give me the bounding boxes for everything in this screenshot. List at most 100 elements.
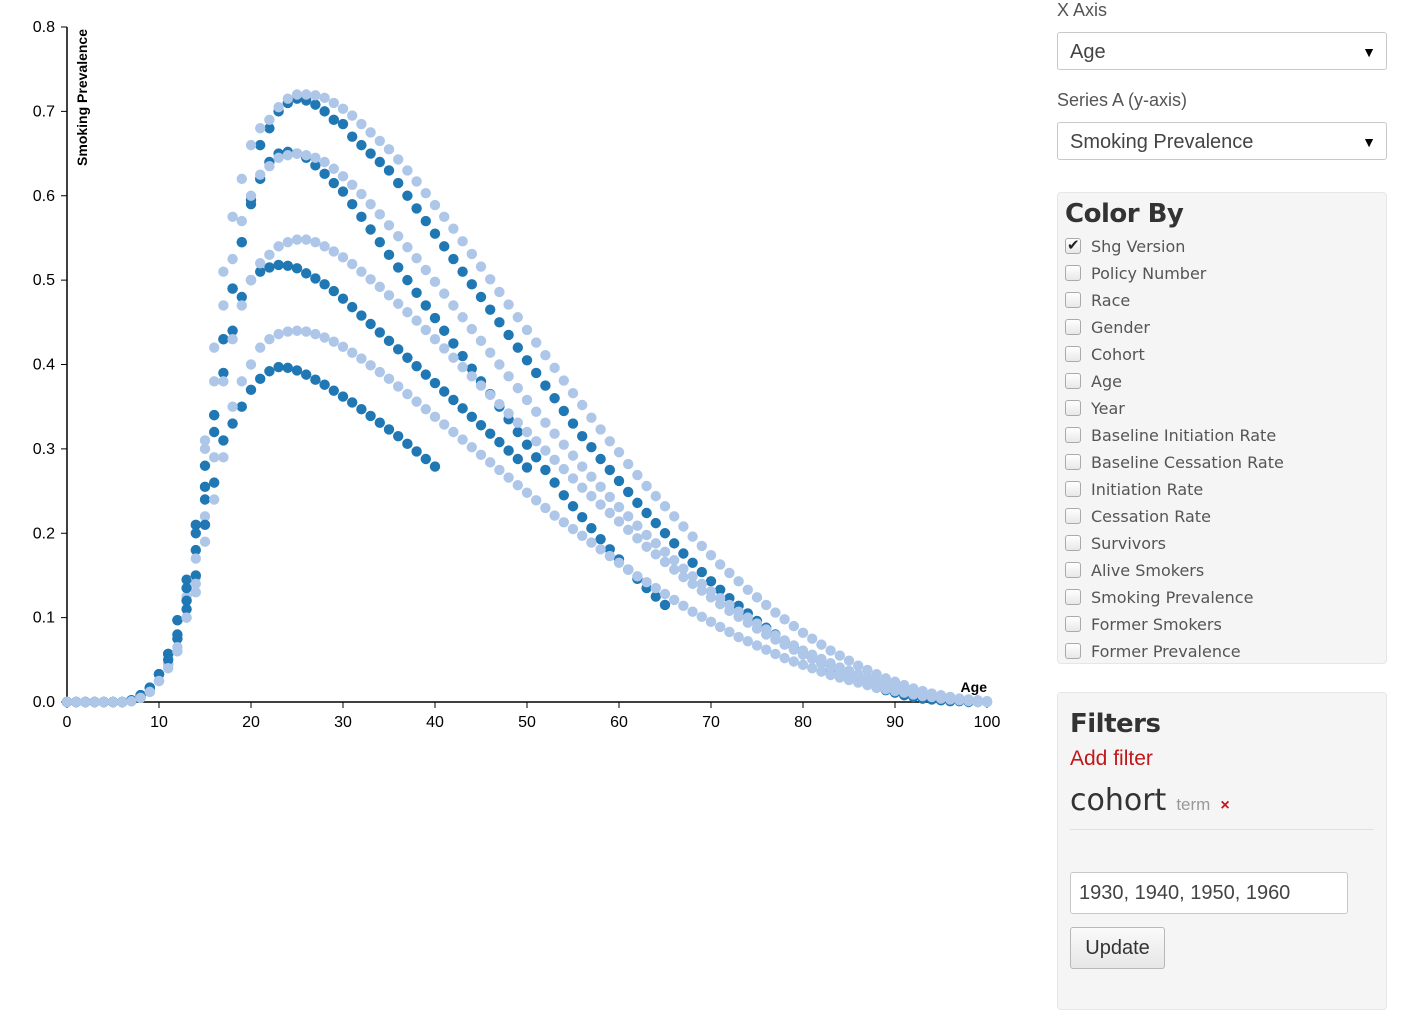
checkbox[interactable] bbox=[1065, 589, 1081, 605]
color-by-option[interactable]: Age bbox=[1065, 370, 1122, 392]
data-point bbox=[328, 285, 339, 297]
x-tick-label: 10 bbox=[150, 714, 168, 731]
data-point bbox=[595, 533, 606, 545]
data-point bbox=[411, 287, 422, 298]
color-by-option[interactable]: Year bbox=[1065, 397, 1125, 419]
data-point bbox=[687, 531, 698, 542]
data-point bbox=[273, 259, 284, 271]
checkbox[interactable] bbox=[1065, 535, 1081, 551]
data-point bbox=[301, 369, 312, 380]
data-point bbox=[245, 190, 257, 201]
data-point bbox=[365, 224, 376, 235]
y-tick-label: 0.3 bbox=[33, 441, 55, 458]
data-point bbox=[733, 576, 744, 587]
data-point bbox=[402, 388, 413, 400]
data-point bbox=[770, 634, 781, 645]
color-by-option[interactable]: Gender bbox=[1065, 316, 1150, 338]
color-by-option[interactable]: Race bbox=[1065, 289, 1130, 311]
data-point bbox=[310, 273, 321, 284]
chevron-down-icon: ▼ bbox=[1362, 134, 1376, 150]
data-point bbox=[889, 685, 901, 697]
data-point bbox=[282, 236, 293, 248]
color-by-option[interactable]: Alive Smokers bbox=[1065, 559, 1204, 581]
x-axis-select[interactable]: Age ▼ bbox=[1057, 32, 1387, 70]
data-point bbox=[190, 553, 201, 564]
checkbox[interactable] bbox=[1065, 236, 1081, 254]
color-by-option[interactable]: Smoking Prevalence bbox=[1065, 586, 1253, 608]
color-by-option[interactable]: Baseline Initiation Rate bbox=[1065, 424, 1276, 446]
data-point bbox=[761, 599, 772, 611]
series-a-select[interactable]: Smoking Prevalence ▼ bbox=[1057, 122, 1387, 160]
checkbox[interactable] bbox=[1065, 643, 1081, 659]
data-point bbox=[236, 173, 247, 185]
data-point bbox=[365, 198, 376, 210]
add-filter-link[interactable]: Add filter bbox=[1070, 747, 1153, 770]
color-by-option-label: Gender bbox=[1091, 317, 1150, 337]
data-point bbox=[521, 355, 533, 366]
color-by-option[interactable]: Cessation Rate bbox=[1065, 505, 1211, 527]
data-point bbox=[853, 660, 864, 671]
color-by-option[interactable]: Initiation Rate bbox=[1065, 478, 1203, 500]
close-icon[interactable]: × bbox=[1220, 797, 1230, 814]
update-button[interactable]: Update bbox=[1070, 927, 1165, 969]
color-by-option[interactable]: Shg Version bbox=[1065, 235, 1185, 257]
checkbox[interactable] bbox=[1065, 616, 1081, 632]
checkbox[interactable] bbox=[1065, 454, 1081, 470]
data-point bbox=[383, 424, 395, 435]
checkbox[interactable] bbox=[1065, 562, 1081, 578]
data-point bbox=[190, 570, 201, 581]
data-point bbox=[328, 385, 339, 396]
data-point bbox=[429, 276, 441, 288]
data-point bbox=[678, 563, 689, 574]
data-point bbox=[291, 263, 303, 274]
color-by-option[interactable]: Policy Number bbox=[1065, 262, 1206, 284]
checkbox[interactable] bbox=[1065, 427, 1081, 443]
data-point bbox=[935, 692, 947, 703]
data-point bbox=[420, 215, 431, 227]
checkbox[interactable] bbox=[1065, 292, 1081, 308]
color-by-option-label: Cohort bbox=[1091, 344, 1145, 364]
checkbox[interactable] bbox=[1065, 373, 1081, 389]
data-point bbox=[963, 695, 974, 706]
data-point bbox=[503, 472, 514, 483]
checkbox[interactable] bbox=[1065, 508, 1081, 524]
data-point bbox=[742, 584, 753, 595]
y-tick-label: 0.1 bbox=[33, 610, 55, 627]
color-by-option-label: Survivors bbox=[1091, 533, 1166, 553]
color-by-option[interactable]: Former Smokers bbox=[1065, 613, 1222, 635]
color-by-option[interactable]: Survivors bbox=[1065, 532, 1166, 554]
data-point bbox=[567, 450, 579, 461]
data-point bbox=[199, 443, 211, 455]
data-point bbox=[402, 306, 413, 318]
data-point bbox=[291, 365, 303, 376]
checkbox[interactable] bbox=[1065, 400, 1081, 416]
checkbox[interactable] bbox=[1065, 265, 1081, 281]
checkbox[interactable] bbox=[1065, 346, 1081, 362]
data-point bbox=[245, 139, 257, 151]
color-by-option[interactable]: Cohort bbox=[1065, 343, 1145, 365]
data-point bbox=[227, 253, 238, 265]
data-point bbox=[641, 541, 652, 552]
data-point bbox=[512, 479, 523, 491]
data-point bbox=[494, 398, 505, 410]
data-point bbox=[448, 253, 459, 265]
data-point bbox=[374, 281, 385, 293]
data-point bbox=[439, 288, 450, 299]
checkbox[interactable] bbox=[1065, 319, 1081, 335]
checkbox[interactable] bbox=[1065, 481, 1081, 497]
data-point bbox=[411, 396, 422, 407]
data-point bbox=[89, 696, 100, 708]
data-point bbox=[337, 341, 349, 352]
y-tick-label: 0.4 bbox=[33, 357, 55, 374]
data-point bbox=[751, 640, 763, 651]
color-by-option[interactable]: Former Prevalence bbox=[1065, 640, 1241, 662]
data-point bbox=[420, 188, 431, 199]
data-point bbox=[172, 633, 183, 644]
data-point bbox=[623, 458, 634, 470]
data-point bbox=[227, 283, 238, 294]
data-point bbox=[264, 161, 275, 172]
color-by-option[interactable]: Baseline Cessation Rate bbox=[1065, 451, 1284, 473]
data-point bbox=[494, 286, 505, 298]
data-point bbox=[429, 461, 441, 472]
filter-values-input[interactable] bbox=[1070, 872, 1348, 914]
